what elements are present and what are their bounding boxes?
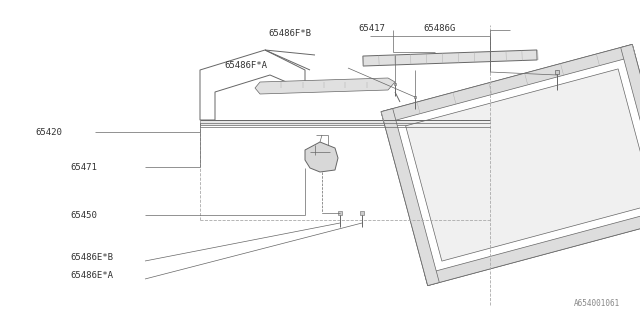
Text: 65471: 65471 xyxy=(70,163,97,172)
Text: A654001061: A654001061 xyxy=(573,299,620,308)
Polygon shape xyxy=(363,50,537,66)
Text: 65486F*A: 65486F*A xyxy=(224,60,267,69)
Text: 65486E*A: 65486E*A xyxy=(70,271,113,281)
Polygon shape xyxy=(305,142,338,172)
Text: 65417: 65417 xyxy=(358,23,385,33)
Text: 65420: 65420 xyxy=(35,127,62,137)
Polygon shape xyxy=(424,207,640,285)
Text: 65486E*B: 65486E*B xyxy=(70,253,113,262)
Polygon shape xyxy=(621,44,640,221)
Polygon shape xyxy=(255,78,395,94)
Polygon shape xyxy=(381,108,439,285)
Text: 65486F*B: 65486F*B xyxy=(268,28,311,37)
Polygon shape xyxy=(406,69,640,261)
Polygon shape xyxy=(381,44,636,123)
Text: 65450: 65450 xyxy=(70,211,97,220)
Text: 65486G: 65486G xyxy=(423,23,455,33)
Polygon shape xyxy=(200,120,490,125)
